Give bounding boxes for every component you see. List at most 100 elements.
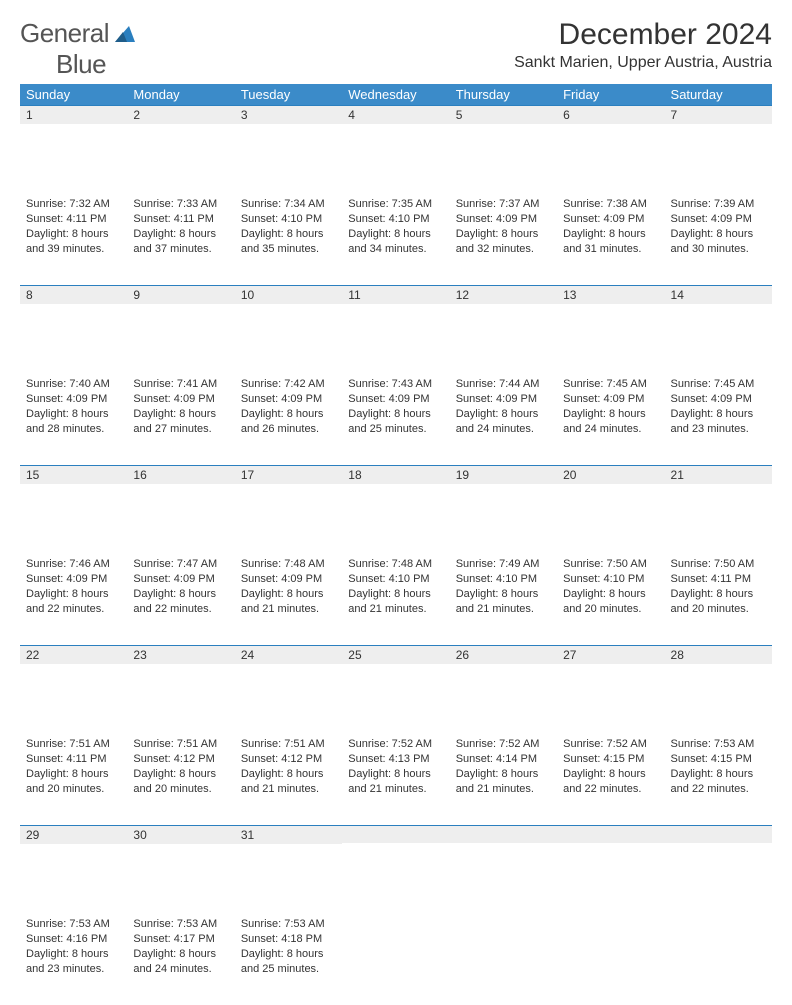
sunset-text: Sunset: 4:09 PM <box>133 392 228 407</box>
daylight-text: Daylight: 8 hours and 39 minutes. <box>26 227 121 257</box>
empty-day <box>665 825 772 843</box>
day-cell: Sunrise: 7:35 AMSunset: 4:10 PMDaylight:… <box>342 195 449 267</box>
daylight-text: Daylight: 8 hours and 30 minutes. <box>671 227 766 257</box>
day-number: 27 <box>557 645 664 664</box>
sunset-text: Sunset: 4:10 PM <box>456 572 551 587</box>
day-cell: Sunrise: 7:45 AMSunset: 4:09 PMDaylight:… <box>557 375 664 447</box>
day-number: 9 <box>127 285 234 304</box>
day-number: 10 <box>235 285 342 304</box>
sunset-text: Sunset: 4:16 PM <box>26 932 121 947</box>
daylight-text: Daylight: 8 hours and 26 minutes. <box>241 407 336 437</box>
day-number: 22 <box>20 645 127 664</box>
day-number: 5 <box>450 105 557 124</box>
sunrise-text: Sunrise: 7:41 AM <box>133 377 228 392</box>
day-number: 2 <box>127 105 234 124</box>
day-cell: Sunrise: 7:51 AMSunset: 4:12 PMDaylight:… <box>235 735 342 807</box>
daylight-text: Daylight: 8 hours and 21 minutes. <box>348 767 443 797</box>
weekday-header: Thursday <box>450 84 557 105</box>
day-cell: Sunrise: 7:40 AMSunset: 4:09 PMDaylight:… <box>20 375 127 447</box>
day-number: 19 <box>450 465 557 484</box>
weekday-header: Tuesday <box>235 84 342 105</box>
daylight-text: Daylight: 8 hours and 31 minutes. <box>563 227 658 257</box>
day-cell: Sunrise: 7:39 AMSunset: 4:09 PMDaylight:… <box>665 195 772 267</box>
sunrise-text: Sunrise: 7:47 AM <box>133 557 228 572</box>
day-cell: Sunrise: 7:37 AMSunset: 4:09 PMDaylight:… <box>450 195 557 267</box>
sunset-text: Sunset: 4:11 PM <box>26 212 121 227</box>
sunrise-text: Sunrise: 7:51 AM <box>26 737 121 752</box>
daylight-text: Daylight: 8 hours and 23 minutes. <box>671 407 766 437</box>
sunset-text: Sunset: 4:15 PM <box>563 752 658 767</box>
location-subtitle: Sankt Marien, Upper Austria, Austria <box>514 54 772 72</box>
sunset-text: Sunset: 4:09 PM <box>241 392 336 407</box>
daylight-text: Daylight: 8 hours and 22 minutes. <box>671 767 766 797</box>
sunset-text: Sunset: 4:10 PM <box>348 572 443 587</box>
day-cell: Sunrise: 7:45 AMSunset: 4:09 PMDaylight:… <box>665 375 772 447</box>
sunrise-text: Sunrise: 7:33 AM <box>133 197 228 212</box>
day-number: 21 <box>665 465 772 484</box>
day-cell: Sunrise: 7:49 AMSunset: 4:10 PMDaylight:… <box>450 555 557 627</box>
sunset-text: Sunset: 4:09 PM <box>26 572 121 587</box>
logo-word2: Blue <box>56 49 106 79</box>
daylight-text: Daylight: 8 hours and 21 minutes. <box>241 767 336 797</box>
day-number: 13 <box>557 285 664 304</box>
day-number: 14 <box>665 285 772 304</box>
day-cell: Sunrise: 7:52 AMSunset: 4:13 PMDaylight:… <box>342 735 449 807</box>
day-number: 29 <box>20 825 127 844</box>
day-number: 12 <box>450 285 557 304</box>
sunset-text: Sunset: 4:17 PM <box>133 932 228 947</box>
empty-day <box>450 825 557 843</box>
sunrise-text: Sunrise: 7:50 AM <box>563 557 658 572</box>
day-number: 23 <box>127 645 234 664</box>
logo-word1: General <box>20 18 109 48</box>
sunrise-text: Sunrise: 7:50 AM <box>671 557 766 572</box>
day-cell: Sunrise: 7:52 AMSunset: 4:14 PMDaylight:… <box>450 735 557 807</box>
day-number: 25 <box>342 645 449 664</box>
day-cell: Sunrise: 7:43 AMSunset: 4:09 PMDaylight:… <box>342 375 449 447</box>
day-number: 7 <box>665 105 772 124</box>
day-number: 18 <box>342 465 449 484</box>
empty-day <box>557 825 664 843</box>
daylight-text: Daylight: 8 hours and 34 minutes. <box>348 227 443 257</box>
day-cell: Sunrise: 7:53 AMSunset: 4:15 PMDaylight:… <box>665 735 772 807</box>
page-title: December 2024 <box>514 18 772 52</box>
day-cell: Sunrise: 7:41 AMSunset: 4:09 PMDaylight:… <box>127 375 234 447</box>
empty-day <box>342 825 449 843</box>
header: General Blue December 2024 Sankt Marien,… <box>20 18 772 80</box>
day-number: 1 <box>20 105 127 124</box>
daylight-text: Daylight: 8 hours and 20 minutes. <box>133 767 228 797</box>
day-cell: Sunrise: 7:53 AMSunset: 4:16 PMDaylight:… <box>20 915 127 987</box>
sunset-text: Sunset: 4:09 PM <box>671 212 766 227</box>
day-cell: Sunrise: 7:53 AMSunset: 4:17 PMDaylight:… <box>127 915 234 987</box>
sunset-text: Sunset: 4:10 PM <box>241 212 336 227</box>
daylight-text: Daylight: 8 hours and 24 minutes. <box>456 407 551 437</box>
daylight-text: Daylight: 8 hours and 24 minutes. <box>563 407 658 437</box>
day-cell: Sunrise: 7:48 AMSunset: 4:10 PMDaylight:… <box>342 555 449 627</box>
sunset-text: Sunset: 4:10 PM <box>563 572 658 587</box>
sunrise-text: Sunrise: 7:48 AM <box>348 557 443 572</box>
sunset-text: Sunset: 4:09 PM <box>563 212 658 227</box>
day-number: 26 <box>450 645 557 664</box>
sunset-text: Sunset: 4:18 PM <box>241 932 336 947</box>
day-cell: Sunrise: 7:52 AMSunset: 4:15 PMDaylight:… <box>557 735 664 807</box>
daylight-text: Daylight: 8 hours and 37 minutes. <box>133 227 228 257</box>
sunrise-text: Sunrise: 7:42 AM <box>241 377 336 392</box>
sunrise-text: Sunrise: 7:46 AM <box>26 557 121 572</box>
sunrise-text: Sunrise: 7:37 AM <box>456 197 551 212</box>
sunrise-text: Sunrise: 7:45 AM <box>671 377 766 392</box>
sunset-text: Sunset: 4:14 PM <box>456 752 551 767</box>
sunrise-text: Sunrise: 7:53 AM <box>671 737 766 752</box>
day-number: 3 <box>235 105 342 124</box>
sunrise-text: Sunrise: 7:53 AM <box>241 917 336 932</box>
daylight-text: Daylight: 8 hours and 35 minutes. <box>241 227 336 257</box>
day-cell: Sunrise: 7:33 AMSunset: 4:11 PMDaylight:… <box>127 195 234 267</box>
daylight-text: Daylight: 8 hours and 21 minutes. <box>456 767 551 797</box>
sunset-text: Sunset: 4:09 PM <box>133 572 228 587</box>
sunset-text: Sunset: 4:09 PM <box>456 392 551 407</box>
title-block: December 2024 Sankt Marien, Upper Austri… <box>514 18 772 78</box>
day-number: 11 <box>342 285 449 304</box>
day-cell: Sunrise: 7:51 AMSunset: 4:12 PMDaylight:… <box>127 735 234 807</box>
logo-mark-icon <box>115 26 135 42</box>
day-cell: Sunrise: 7:47 AMSunset: 4:09 PMDaylight:… <box>127 555 234 627</box>
calendar-body: 1234567Sunrise: 7:32 AMSunset: 4:11 PMDa… <box>20 105 772 1005</box>
day-number: 30 <box>127 825 234 844</box>
